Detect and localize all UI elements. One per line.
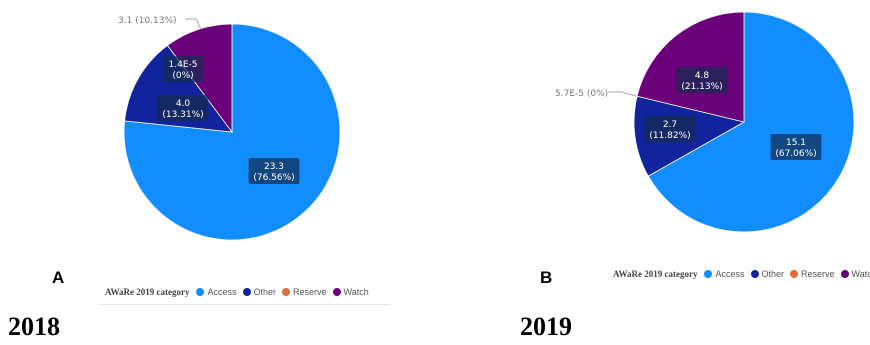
legend-item-reserve[interactable]: Reserve — [282, 287, 327, 297]
leader-line — [185, 18, 202, 30]
legend: AWaRe 2019 category Access Other Reserve… — [613, 269, 870, 279]
legend-label: Other — [253, 287, 277, 297]
chart-panel-2019: 15.1 (67.06%) 2.7 (11.82%) 4.8 (21.13%) 5.7E-5… — [440, 0, 870, 345]
legend-title: AWaRe 2019 category — [613, 269, 698, 279]
data-label-percent: (76.56%) — [253, 173, 294, 183]
data-label-value: 2.7 — [663, 120, 677, 130]
legend-label: Access — [207, 287, 237, 297]
data-label-other: 4.0(13.31%) — [157, 95, 209, 121]
data-label-reserve: 1.4E-5(0%) — [163, 56, 203, 82]
legend-title: AWaRe 2019 category — [105, 287, 190, 297]
data-label-box — [644, 116, 696, 142]
legend-dot-access — [196, 288, 205, 296]
data-label-access: 15.1(67.06%) — [770, 134, 822, 160]
year-label: 2019 — [520, 312, 572, 341]
data-label-access: 23.3(76.56%) — [248, 158, 300, 184]
legend-dot-reserve — [790, 270, 799, 278]
legend-dot-reserve — [282, 288, 291, 296]
legend-label: Watch — [851, 269, 870, 279]
data-label-box — [163, 56, 203, 82]
data-label-value: 15.1 — [786, 138, 806, 148]
legend-item-access[interactable]: Access — [196, 287, 237, 297]
data-label-percent: (13.31%) — [162, 110, 203, 120]
data-label-other: 2.7(11.82%) — [644, 116, 696, 142]
legend-dot-other — [242, 288, 251, 296]
data-label-percent: (0%) — [172, 71, 193, 81]
data-label-watch: 4.8(21.13%) — [676, 67, 728, 93]
leader-line — [608, 91, 637, 97]
data-label-value: 23.3 — [264, 162, 284, 172]
legend-item-access[interactable]: Access — [704, 269, 745, 279]
data-label-box — [157, 95, 209, 121]
data-label-reserve: 5.7E-5 (0%) — [555, 89, 608, 99]
data-label-watch: 3.1 (10.13%) — [118, 16, 177, 26]
legend-dot-watch — [332, 288, 341, 296]
legend: AWaRe 2019 category Access Other Reserve… — [105, 287, 375, 297]
pie-chart-2018: 23.3(76.56%) 4.0(13.31%) 1.4E-5(0%) 3.1 (10… — [118, 16, 341, 241]
legend-dot-access — [704, 270, 713, 278]
chart-panel-2018: 23.3 (76.56%) 4.0 (13.31%) 1.4E-5 (0%) 3.1 (10… — [0, 0, 430, 345]
data-label-box — [248, 158, 300, 184]
pie-slice-access[interactable] — [647, 11, 855, 233]
data-label-value: 4.0 — [176, 99, 191, 109]
legend-label: Access — [715, 269, 745, 279]
legend-label: Watch — [343, 287, 369, 297]
legend-label: Reserve — [293, 287, 327, 297]
data-label-percent: (21.13%) — [681, 82, 722, 92]
pie-chart-2019: 15.1(67.06%) 2.7(11.82%) 4.8(21.13%) 5.7E-5… — [555, 11, 855, 233]
data-label-box — [676, 67, 728, 93]
data-label-percent: (11.82%) — [649, 131, 690, 141]
panel-letter: A — [52, 268, 65, 287]
data-label-box — [770, 134, 822, 160]
legend-label: Other — [761, 269, 785, 279]
legend-item-other[interactable]: Other — [750, 269, 785, 279]
legend-dot-other — [750, 270, 759, 278]
legend-item-watch[interactable]: Watch — [332, 287, 369, 297]
legend-item-reserve[interactable]: Reserve — [790, 269, 835, 279]
legend-dot-watch — [840, 270, 849, 278]
legend-item-other[interactable]: Other — [242, 287, 277, 297]
data-label-value: 1.4E-5 — [169, 60, 198, 70]
divider — [100, 304, 390, 305]
data-label-value: 4.8 — [695, 71, 710, 81]
year-label: 2018 — [8, 312, 60, 341]
legend-item-watch[interactable]: Watch — [840, 269, 870, 279]
legend-label: Reserve — [801, 269, 835, 279]
data-label-percent: (67.06%) — [775, 149, 816, 159]
panel-letter: B — [540, 268, 553, 287]
